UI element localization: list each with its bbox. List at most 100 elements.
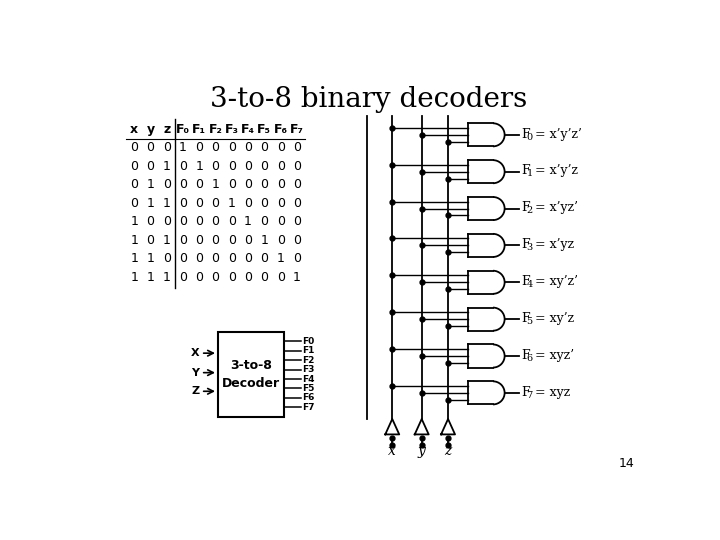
Text: 0: 0 [293,197,301,210]
Text: 0: 0 [276,197,284,210]
Text: = x’y’z: = x’y’z [531,164,578,178]
Text: x: x [130,123,138,136]
Text: 0: 0 [293,234,301,247]
Text: 0: 0 [261,160,269,173]
Text: 0: 0 [163,215,171,228]
Text: F₃: F₃ [225,123,239,136]
Text: 0: 0 [195,234,203,247]
Text: 6: 6 [526,354,533,363]
Text: 5: 5 [526,317,533,326]
Text: 0: 0 [146,141,155,154]
Text: 0: 0 [261,252,269,265]
Text: 0: 0 [146,160,155,173]
Text: 0: 0 [244,252,252,265]
Text: 0: 0 [276,141,284,154]
Text: 1: 1 [163,234,171,247]
Text: 2: 2 [526,206,533,215]
Text: 1: 1 [130,252,138,265]
Text: 0: 0 [195,252,203,265]
Text: F: F [521,386,529,399]
Text: F₄: F₄ [241,123,255,136]
Text: = x’y’z’: = x’y’z’ [531,127,582,140]
Text: 1: 1 [293,271,301,284]
Text: = xy’z’: = xy’z’ [531,275,578,288]
Text: 0: 0 [244,234,252,247]
Text: 1: 1 [146,271,154,284]
Text: 0: 0 [163,252,171,265]
Text: F0: F0 [302,337,315,346]
Text: F: F [521,127,529,140]
Text: Y: Y [192,368,199,377]
Text: 3-to-8
Decoder: 3-to-8 Decoder [222,359,280,390]
Text: 0: 0 [244,141,252,154]
Text: 1: 1 [261,234,269,247]
Text: 1: 1 [195,160,203,173]
Text: 0: 0 [261,178,269,191]
Text: 0: 0 [244,178,252,191]
Text: z: z [444,444,451,458]
Text: 1: 1 [146,197,154,210]
Text: y: y [418,444,426,458]
Text: 1: 1 [163,197,171,210]
Text: 0: 0 [228,234,236,247]
Text: 1: 1 [244,215,252,228]
Text: F₇: F₇ [290,123,304,136]
Text: 0: 0 [163,141,171,154]
Text: 0: 0 [293,252,301,265]
Text: F2: F2 [302,356,315,364]
Text: 0: 0 [195,215,203,228]
Text: 0: 0 [276,178,284,191]
Text: 0: 0 [179,160,187,173]
Text: F3: F3 [302,365,315,374]
Text: 1: 1 [163,160,171,173]
Text: 0: 0 [195,141,203,154]
Text: F7: F7 [302,403,315,412]
Text: 0: 0 [212,141,220,154]
Text: 0: 0 [179,252,187,265]
Text: 1: 1 [228,197,235,210]
Text: 7: 7 [526,390,533,400]
Text: F: F [521,349,529,362]
Text: y: y [146,123,155,136]
Text: z: z [163,123,171,136]
Text: x: x [388,444,396,458]
Text: 0: 0 [179,271,187,284]
Text: 0: 0 [179,178,187,191]
Text: = xyz’: = xyz’ [531,349,574,362]
Text: 3: 3 [526,243,533,252]
Text: 0: 0 [228,178,236,191]
Text: 0: 0 [228,215,236,228]
Text: 0: 0 [146,234,155,247]
Text: F: F [521,164,529,178]
Text: 0: 0 [212,271,220,284]
Text: 0: 0 [261,215,269,228]
Text: 0: 0 [195,197,203,210]
Text: 0: 0 [195,271,203,284]
Text: 0: 0 [212,234,220,247]
Text: F6: F6 [302,393,315,402]
Text: 0: 0 [293,160,301,173]
Text: 0: 0 [293,215,301,228]
Text: 0: 0 [276,234,284,247]
Text: X: X [191,348,199,358]
Text: 14: 14 [618,457,634,470]
Text: 1: 1 [146,252,154,265]
Text: Z: Z [191,386,199,396]
Text: 1: 1 [146,178,154,191]
Text: F₀: F₀ [176,123,190,136]
Text: 0: 0 [293,141,301,154]
Text: 1: 1 [130,215,138,228]
Text: 1: 1 [130,271,138,284]
Text: 0: 0 [228,252,236,265]
Text: F₁: F₁ [192,123,206,136]
Text: 0: 0 [261,271,269,284]
Text: F₅: F₅ [257,123,271,136]
Text: 0: 0 [195,178,203,191]
Text: F: F [521,275,529,288]
Text: 0: 0 [526,133,533,141]
Text: = xyz: = xyz [531,386,570,399]
Text: 0: 0 [276,271,284,284]
Text: 0: 0 [212,252,220,265]
Text: 0: 0 [276,215,284,228]
Text: 0: 0 [212,215,220,228]
